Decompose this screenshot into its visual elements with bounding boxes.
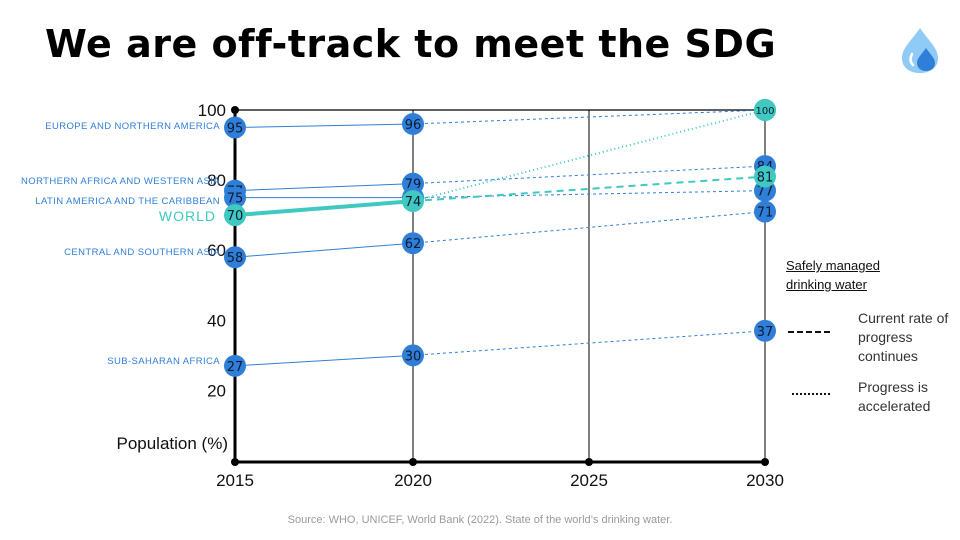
data-point xyxy=(754,200,776,223)
series-name-label: EUROPE AND NORTHERN AMERICA xyxy=(45,121,220,132)
series-line-solid xyxy=(234,183,414,192)
series-name-label: CENTRAL AND SOUTHERN ASIA xyxy=(64,247,220,258)
data-point xyxy=(402,232,424,255)
x-tick-dot-2020 xyxy=(409,458,417,466)
legend-label-accelerated: Progress is accelerated xyxy=(858,379,931,414)
data-point xyxy=(224,246,246,269)
series-line-projection xyxy=(412,190,766,199)
water-drops-icon xyxy=(902,28,938,73)
data-point-label: 81 xyxy=(757,171,774,186)
world-accelerated-point xyxy=(754,99,776,121)
data-point xyxy=(224,354,246,377)
data-point-label: 95 xyxy=(227,122,244,137)
axis-top-dot xyxy=(231,106,239,114)
data-point xyxy=(402,113,424,136)
y-tick-label-20: 20 xyxy=(207,381,226,400)
series-name-label: LATIN AMERICA AND THE CARIBBEAN xyxy=(35,196,220,207)
x-tick-label-2020: 2020 xyxy=(394,471,432,490)
data-point xyxy=(224,204,246,227)
y-tick-label-60: 60 xyxy=(207,241,226,260)
page-title: We are off-track to meet the SDG xyxy=(45,22,777,66)
series-line-solid xyxy=(234,354,414,367)
y-axis-label: Population (%) xyxy=(116,434,228,453)
y-tick-label-100: 100 xyxy=(198,101,226,120)
legend-label-current: Current rate of progress continues xyxy=(858,310,949,364)
data-point-label: 27 xyxy=(227,360,244,375)
x-tick-dot-2030 xyxy=(761,458,769,466)
data-point-label: 62 xyxy=(405,237,422,252)
x-tick-dot-2025 xyxy=(585,458,593,466)
data-point-label: 74 xyxy=(405,195,422,210)
x-tick-label-2015: 2015 xyxy=(216,471,254,490)
series-name-label: NORTHERN AFRICA AND WESTERN ASIA xyxy=(21,176,220,187)
data-point xyxy=(402,344,424,367)
series-line-projection xyxy=(412,165,766,185)
series-line-solid xyxy=(234,199,414,218)
data-point-label: 30 xyxy=(405,349,422,364)
data-point-label: 70 xyxy=(227,209,244,224)
data-point xyxy=(754,165,776,188)
series-line-solid xyxy=(234,123,414,129)
source-note: Source: WHO, UNICEF, World Bank (2022). … xyxy=(287,514,673,526)
data-point xyxy=(402,190,424,213)
series-line-projection xyxy=(412,175,766,203)
legend-title: Safely managed drinking water xyxy=(786,258,880,292)
legend-dotted-line xyxy=(792,393,830,395)
series-line-projection xyxy=(412,211,766,244)
data-point xyxy=(224,186,246,209)
world-accelerated-line xyxy=(412,109,766,203)
series-line-projection xyxy=(412,330,766,356)
data-point-label: 58 xyxy=(227,251,244,266)
data-point xyxy=(754,319,776,342)
world-accelerated-label: 100 xyxy=(755,106,774,117)
x-tick-label-2030: 2030 xyxy=(746,471,784,490)
data-point-label: 71 xyxy=(757,206,774,221)
data-point-label: 96 xyxy=(405,118,422,133)
data-point-label: 37 xyxy=(757,325,774,340)
series-line-projection xyxy=(412,109,766,125)
y-tick-label-80: 80 xyxy=(207,171,226,190)
series-line-solid xyxy=(234,242,414,258)
y-tick-label-40: 40 xyxy=(207,311,226,330)
data-point-label: 75 xyxy=(227,192,244,207)
legend-dashed-line xyxy=(788,331,830,333)
data-point xyxy=(224,116,246,139)
series-name-label: WORLD xyxy=(159,208,216,224)
x-tick-dot-2015 xyxy=(231,458,239,466)
series-name-label: SUB-SAHARAN AFRICA xyxy=(107,356,220,367)
x-tick-label-2025: 2025 xyxy=(570,471,608,490)
data-point-label: 77 xyxy=(757,185,774,200)
